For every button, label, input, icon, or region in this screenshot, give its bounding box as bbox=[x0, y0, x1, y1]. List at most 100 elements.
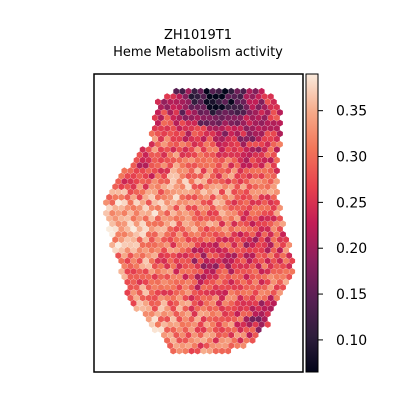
spot bbox=[249, 273, 256, 281]
spot bbox=[240, 225, 247, 233]
spot bbox=[216, 193, 222, 201]
spot bbox=[148, 246, 155, 254]
spot bbox=[237, 178, 244, 185]
spot bbox=[200, 294, 207, 302]
spot bbox=[240, 140, 247, 148]
spot bbox=[212, 156, 219, 164]
spot bbox=[167, 151, 174, 159]
spot bbox=[203, 193, 210, 201]
spot bbox=[222, 268, 228, 275]
colorbar-tick-label: 0.25 bbox=[336, 195, 367, 211]
spot bbox=[261, 156, 268, 164]
spot bbox=[240, 215, 247, 222]
spot bbox=[197, 119, 204, 127]
spot bbox=[273, 146, 280, 153]
spot bbox=[222, 130, 228, 138]
spot bbox=[185, 215, 192, 222]
spot bbox=[267, 209, 274, 217]
spot bbox=[237, 93, 244, 100]
spot bbox=[228, 331, 235, 339]
spot bbox=[176, 284, 183, 291]
spot bbox=[164, 103, 171, 111]
spot bbox=[212, 252, 219, 259]
spot bbox=[249, 167, 256, 175]
spot bbox=[249, 188, 256, 196]
spot bbox=[170, 252, 177, 259]
spot bbox=[164, 125, 171, 132]
spot bbox=[130, 172, 137, 180]
spot bbox=[240, 130, 247, 138]
spot bbox=[225, 146, 232, 153]
spot bbox=[277, 225, 283, 233]
spot bbox=[121, 262, 128, 270]
spot bbox=[240, 278, 247, 286]
spot bbox=[222, 87, 228, 95]
spot bbox=[212, 305, 219, 312]
spot bbox=[191, 299, 198, 307]
spot bbox=[228, 278, 235, 286]
spot bbox=[219, 93, 225, 100]
spot bbox=[234, 342, 241, 350]
spot bbox=[261, 146, 268, 153]
spot bbox=[273, 294, 280, 302]
spot bbox=[139, 273, 146, 281]
spot bbox=[176, 315, 183, 323]
spot bbox=[246, 225, 253, 233]
spot bbox=[191, 289, 198, 297]
spot bbox=[234, 130, 241, 138]
spot bbox=[267, 231, 274, 238]
spot bbox=[249, 146, 256, 153]
spot bbox=[231, 326, 238, 334]
spot bbox=[249, 252, 256, 259]
spot bbox=[142, 257, 149, 265]
spot bbox=[148, 299, 155, 307]
spot bbox=[264, 172, 271, 180]
spot bbox=[225, 305, 232, 312]
spot bbox=[109, 220, 116, 228]
spot bbox=[179, 193, 186, 201]
spot bbox=[277, 140, 283, 148]
spot bbox=[173, 299, 180, 307]
spot bbox=[267, 262, 274, 270]
spot bbox=[164, 220, 171, 228]
spot bbox=[228, 172, 235, 180]
spot bbox=[280, 231, 286, 238]
spot bbox=[255, 252, 262, 259]
spot bbox=[164, 135, 171, 143]
spot bbox=[158, 294, 164, 302]
spot bbox=[142, 183, 149, 191]
spot bbox=[197, 310, 204, 318]
spot bbox=[173, 321, 180, 328]
spot bbox=[130, 246, 137, 254]
spot bbox=[145, 252, 152, 259]
spot bbox=[197, 162, 204, 169]
spot bbox=[219, 241, 225, 249]
spot bbox=[139, 167, 146, 175]
spot bbox=[234, 87, 241, 95]
spot bbox=[267, 273, 274, 281]
spot bbox=[185, 204, 192, 212]
spot bbox=[194, 167, 201, 175]
spot bbox=[234, 236, 241, 244]
spot bbox=[136, 172, 143, 180]
spot bbox=[176, 199, 183, 206]
spot bbox=[270, 183, 277, 191]
spot bbox=[176, 305, 183, 312]
spot bbox=[212, 273, 219, 281]
spot bbox=[161, 183, 167, 191]
spot bbox=[182, 326, 189, 334]
spot bbox=[206, 209, 213, 217]
spot bbox=[228, 98, 235, 106]
spot bbox=[197, 225, 204, 233]
spot bbox=[124, 204, 131, 212]
spot bbox=[203, 140, 210, 148]
spot bbox=[155, 236, 161, 244]
spot bbox=[161, 331, 167, 339]
spot bbox=[270, 130, 277, 138]
spot bbox=[158, 167, 164, 175]
spot bbox=[237, 167, 244, 175]
spot bbox=[258, 310, 265, 318]
spot bbox=[185, 193, 192, 201]
spot bbox=[176, 93, 183, 100]
spot bbox=[124, 236, 131, 244]
